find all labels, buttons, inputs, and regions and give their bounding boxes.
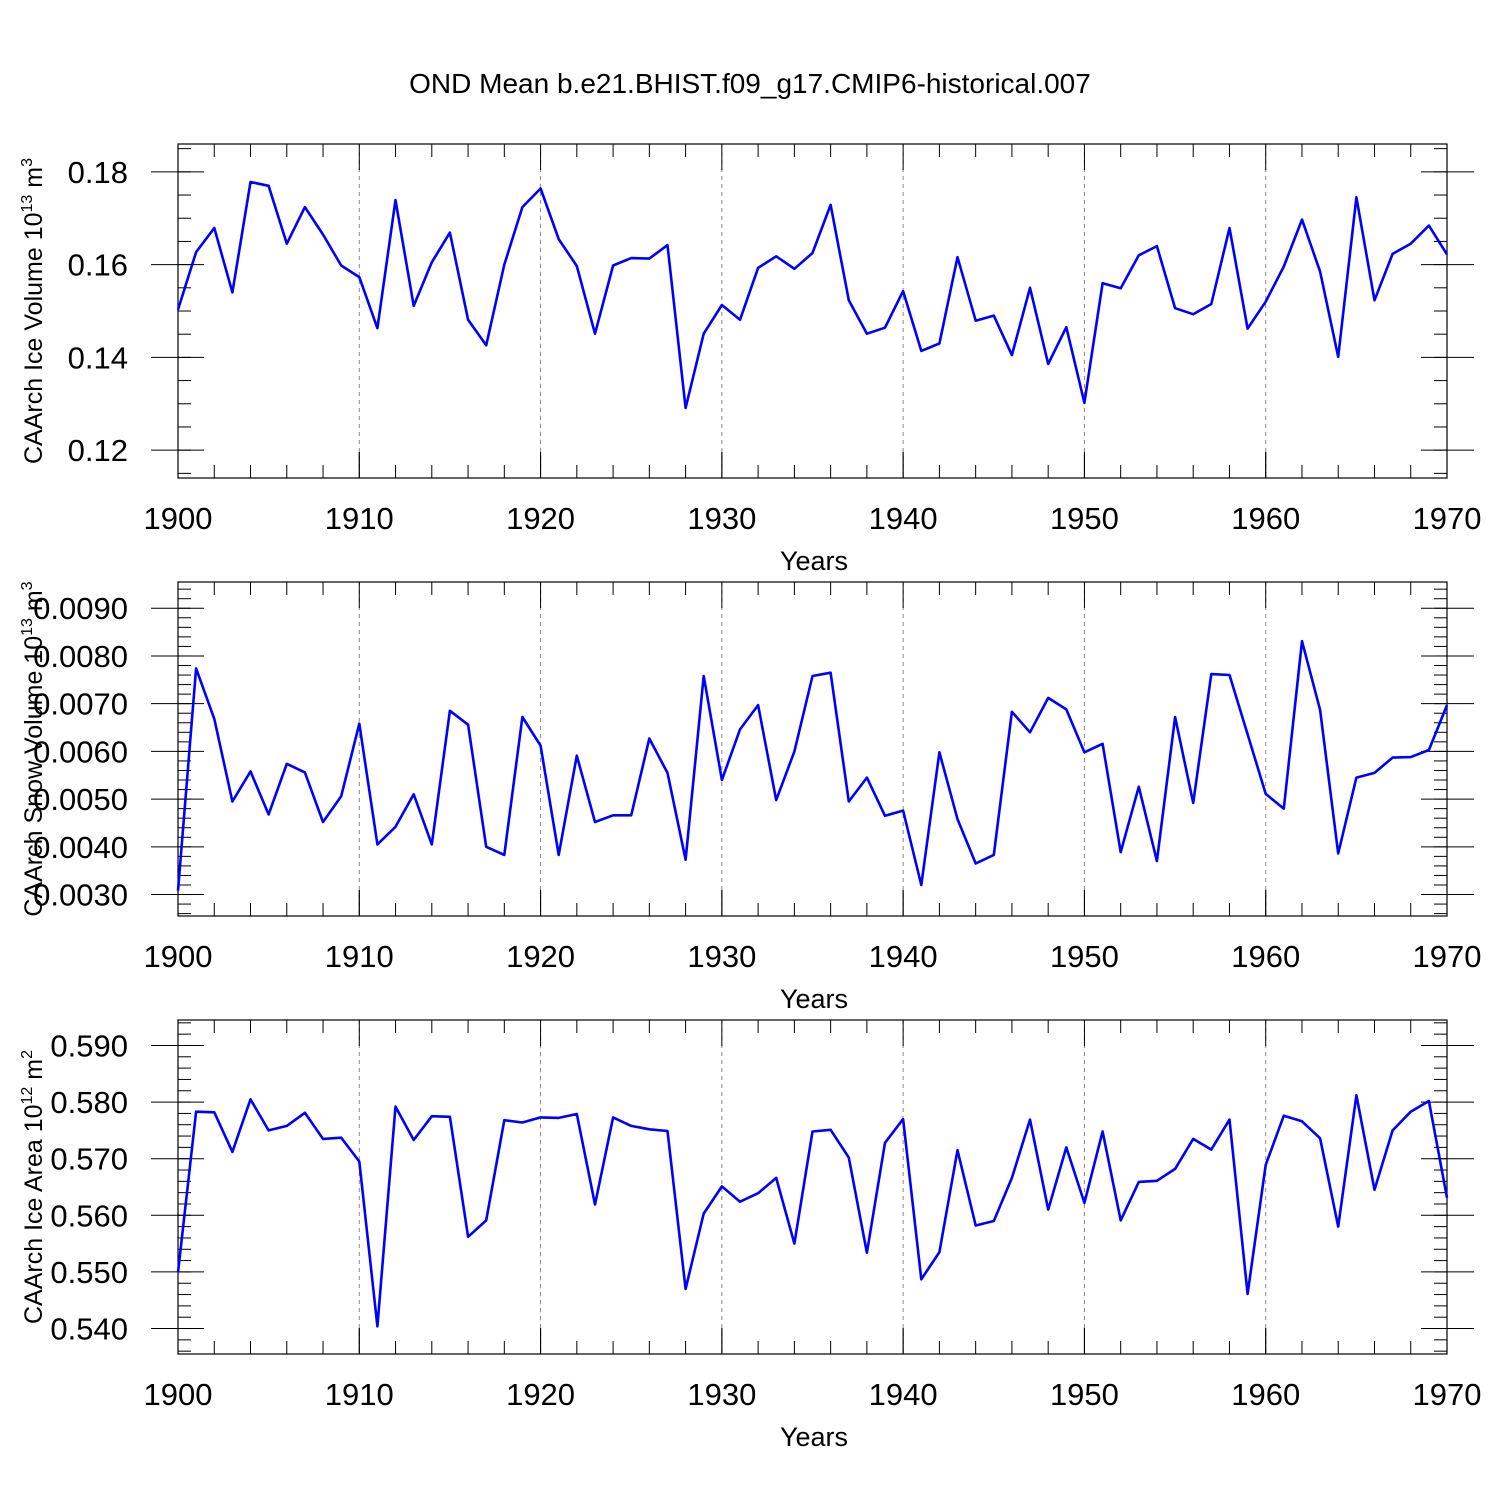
series-line xyxy=(176,180,1449,410)
x-tick-label: 1910 xyxy=(325,1377,394,1412)
y-axis-label-unit: m xyxy=(20,1059,48,1087)
y-axis-label: CAArch Ice Area 1012 m2 xyxy=(19,1050,48,1324)
y-axis-label-exponent: 12 xyxy=(19,1087,36,1105)
x-tick-label: 1950 xyxy=(1050,939,1119,974)
plot-frame xyxy=(177,143,1448,479)
y-axis-label-exponent: 13 xyxy=(19,195,36,213)
y-axis-label-unit: m xyxy=(20,167,48,195)
series-line xyxy=(176,1094,1449,1328)
y-tick-label: 0.14 xyxy=(68,340,128,375)
y-tick-label: 0.12 xyxy=(68,433,128,468)
y-tick-label: 0.16 xyxy=(68,248,128,283)
x-tick-label: 1960 xyxy=(1231,1377,1300,1412)
x-tick-label: 1930 xyxy=(687,939,756,974)
y-axis-label-text: CAArch Snow Volume 10 xyxy=(20,636,48,917)
x-tick-label: 1960 xyxy=(1231,501,1300,536)
x-tick-label: 1920 xyxy=(506,501,575,536)
y-tick-label: 0.0080 xyxy=(33,639,128,674)
x-tick-label: 1910 xyxy=(325,501,394,536)
x-tick-label: 1900 xyxy=(144,501,213,536)
y-axis-label-unit-exponent: 2 xyxy=(19,1050,36,1059)
chart-panel-2: 1900 1910 1920 1930 1940 1950 1960 1970 Years 0.0… xyxy=(19,581,1481,1014)
y-axis-label-text: CAArch Ice Volume 10 xyxy=(20,212,48,464)
y-axis-label: CAArch Ice Volume 1013 m3 xyxy=(19,158,48,464)
x-tick-label: 1930 xyxy=(687,1377,756,1412)
y-axis-label-exponent: 13 xyxy=(19,618,36,636)
y-tick-label: 0.0040 xyxy=(33,830,128,865)
x-tick-label: 1940 xyxy=(869,1377,938,1412)
y-tick-label: 0.550 xyxy=(50,1255,128,1290)
x-tick-label: 1940 xyxy=(869,501,938,536)
x-tick-label: 1970 xyxy=(1413,1377,1482,1412)
plot-frame xyxy=(177,581,1448,917)
y-tick-label: 0.570 xyxy=(50,1142,128,1177)
chart-title: OND Mean b.e21.BHIST.f09_g17.CMIP6-histo… xyxy=(409,68,1091,99)
x-axis-label: Years xyxy=(780,1422,848,1452)
x-tick-label: 1910 xyxy=(325,939,394,974)
y-tick-label: 0.0030 xyxy=(33,878,128,913)
y-tick-label: 0.18 xyxy=(68,155,128,190)
y-axis-label-unit-exponent: 3 xyxy=(19,158,36,167)
x-tick-label: 1960 xyxy=(1231,939,1300,974)
chart-panel-1: 1900 1910 1920 1930 1940 1950 1960 1970 Years 0.1… xyxy=(19,143,1482,576)
y-axis-label-unit: m xyxy=(20,590,48,618)
x-tick-label: 1920 xyxy=(506,939,575,974)
x-tick-label: 1920 xyxy=(506,1377,575,1412)
y-tick-label: 0.560 xyxy=(50,1198,128,1233)
plot-frame xyxy=(177,1019,1448,1355)
x-tick-label: 1930 xyxy=(687,501,756,536)
x-tick-label: 1940 xyxy=(869,939,938,974)
y-axis-label: CAArch Snow Volume 1013 m3 xyxy=(19,581,48,916)
x-tick-label: 1950 xyxy=(1050,1377,1119,1412)
y-tick-label: 0.0090 xyxy=(33,591,128,626)
y-axis-label-text: CAArch Ice Area 10 xyxy=(20,1104,48,1324)
y-tick-label: 0.580 xyxy=(50,1085,128,1120)
y-tick-label: 0.0050 xyxy=(33,782,128,817)
x-tick-label: 1900 xyxy=(144,939,213,974)
x-axis-label: Years xyxy=(780,546,848,576)
y-tick-label: 0.540 xyxy=(50,1312,128,1347)
x-tick-label: 1950 xyxy=(1050,501,1119,536)
x-tick-label: 1970 xyxy=(1413,501,1482,536)
y-tick-label: 0.0060 xyxy=(33,734,128,769)
chart-panel-3: 1900 1910 1920 1930 1940 1950 1960 1970 Years 0.5… xyxy=(19,1019,1482,1452)
x-tick-label: 1900 xyxy=(144,1377,213,1412)
x-tick-label: 1970 xyxy=(1413,939,1482,974)
y-axis-label-unit-exponent: 3 xyxy=(19,581,36,590)
x-axis-label: Years xyxy=(780,984,848,1014)
series-line xyxy=(176,639,1449,891)
y-tick-label: 0.0070 xyxy=(33,687,128,722)
y-tick-label: 0.590 xyxy=(50,1028,128,1063)
